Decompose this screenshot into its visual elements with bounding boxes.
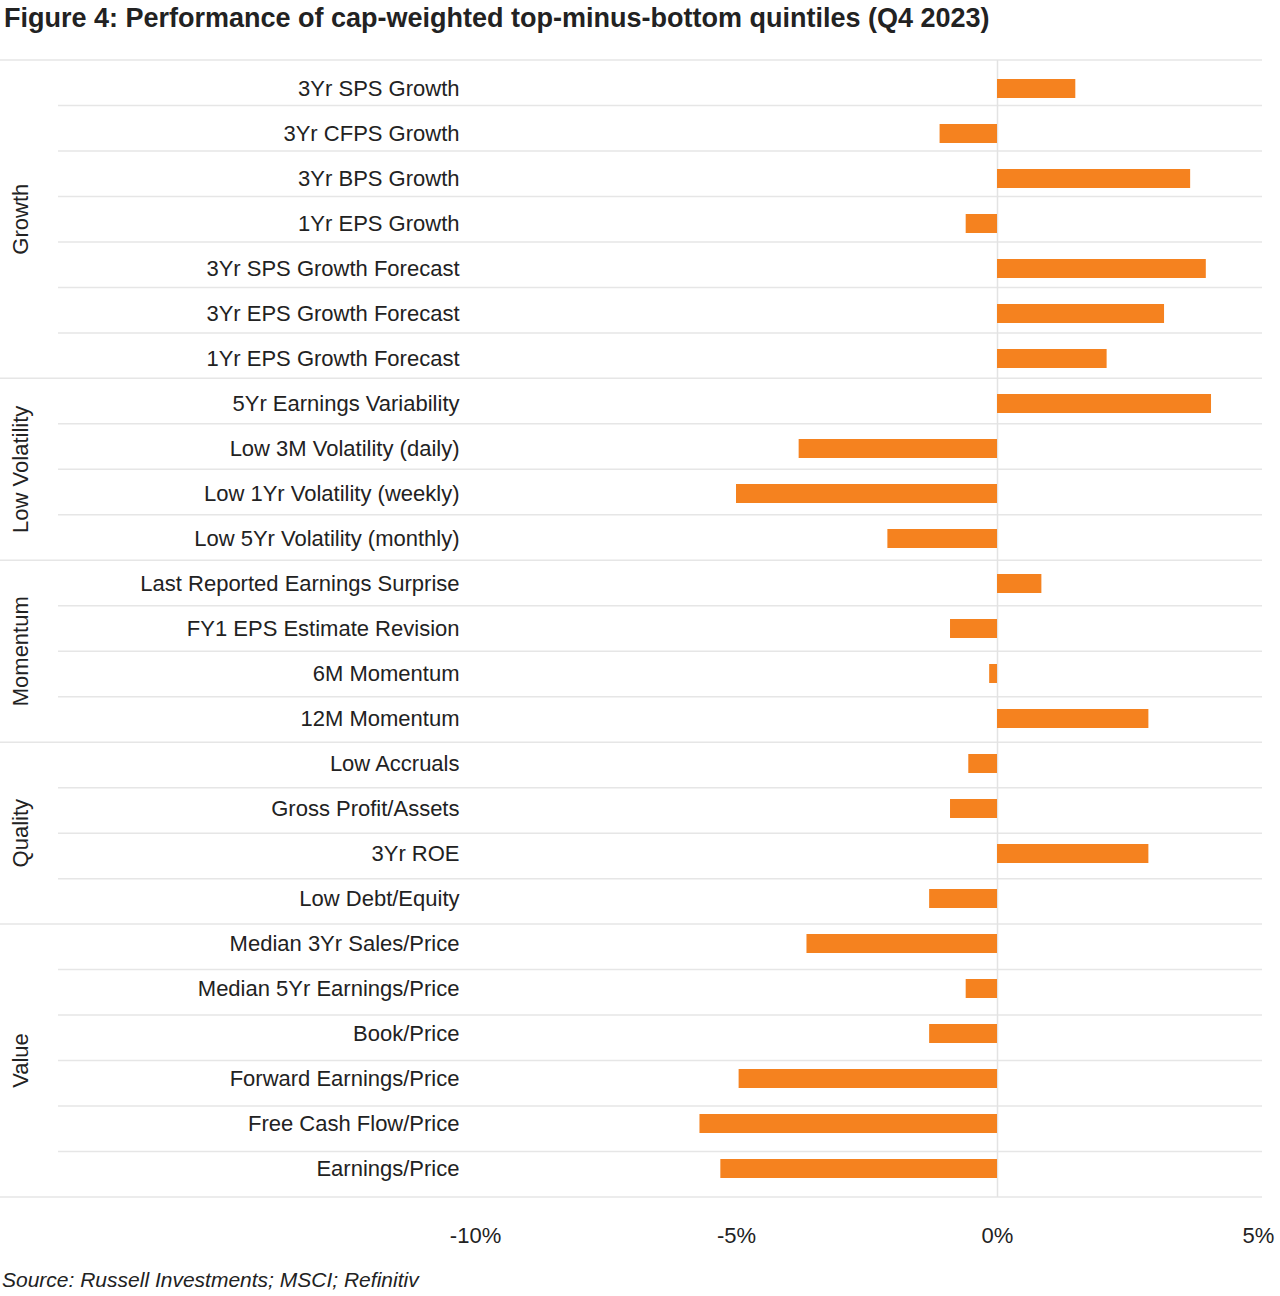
svg-text:Earnings/Price: Earnings/Price [316, 1156, 459, 1181]
svg-text:3Yr CFPS Growth: 3Yr CFPS Growth [283, 121, 459, 146]
svg-text:FY1 EPS Estimate Revision: FY1 EPS Estimate Revision [187, 616, 460, 641]
svg-text:Momentum: Momentum [8, 596, 33, 706]
html-text:Source: Russell Investments; M: Source: Russell Investments; MSCI; Refin… [2, 1268, 419, 1291]
svg-text:5Yr Earnings Variability: 5Yr Earnings Variability [232, 391, 459, 416]
svg-text:Low 1Yr Volatility (weekly): Low 1Yr Volatility (weekly) [204, 481, 460, 506]
svg-text:Low 5Yr Volatility (monthly): Low 5Yr Volatility (monthly) [194, 526, 459, 551]
svg-text:0%: 0% [982, 1223, 1014, 1248]
svg-text:5%: 5% [1243, 1223, 1275, 1248]
svg-text:Low Debt/Equity: Low Debt/Equity [299, 886, 459, 911]
svg-text:Growth: Growth [8, 184, 33, 255]
svg-text:Quality: Quality [8, 799, 33, 867]
svg-text:12M Momentum: 12M Momentum [301, 706, 460, 731]
svg-text:Book/Price: Book/Price [353, 1021, 459, 1046]
svg-text:Free Cash Flow/Price: Free Cash Flow/Price [248, 1111, 460, 1136]
svg-text:3Yr ROE: 3Yr ROE [371, 841, 459, 866]
svg-text:-10%: -10% [450, 1223, 501, 1248]
svg-text:-5%: -5% [717, 1223, 756, 1248]
svg-text:Low 3M Volatility (daily): Low 3M Volatility (daily) [230, 436, 460, 461]
svg-text:3Yr SPS Growth Forecast: 3Yr SPS Growth Forecast [206, 256, 459, 281]
svg-text:Median 3Yr Sales/Price: Median 3Yr Sales/Price [230, 931, 460, 956]
svg-text:3Yr SPS Growth: 3Yr SPS Growth [298, 76, 459, 101]
svg-text:Low Accruals: Low Accruals [330, 751, 460, 776]
svg-text:Last Reported Earnings Surpris: Last Reported Earnings Surprise [140, 571, 459, 596]
svg-text:Forward Earnings/Price: Forward Earnings/Price [230, 1066, 460, 1091]
svg-text:1Yr EPS Growth: 1Yr EPS Growth [298, 211, 459, 236]
svg-text:Gross Profit/Assets: Gross Profit/Assets [271, 796, 459, 821]
html-text:Figure 4: Performance of cap-w: Figure 4: Performance of cap-weighted to… [4, 3, 990, 33]
svg-text:1Yr EPS Growth Forecast: 1Yr EPS Growth Forecast [206, 346, 459, 371]
svg-text:3Yr BPS Growth: 3Yr BPS Growth [298, 166, 459, 191]
svg-text:Low Volatility: Low Volatility [8, 406, 33, 533]
svg-text:Value: Value [8, 1033, 33, 1088]
svg-text:3Yr EPS Growth Forecast: 3Yr EPS Growth Forecast [206, 301, 459, 326]
svg-text:6M Momentum: 6M Momentum [313, 661, 460, 686]
svg-text:Median 5Yr Earnings/Price: Median 5Yr Earnings/Price [198, 976, 460, 1001]
